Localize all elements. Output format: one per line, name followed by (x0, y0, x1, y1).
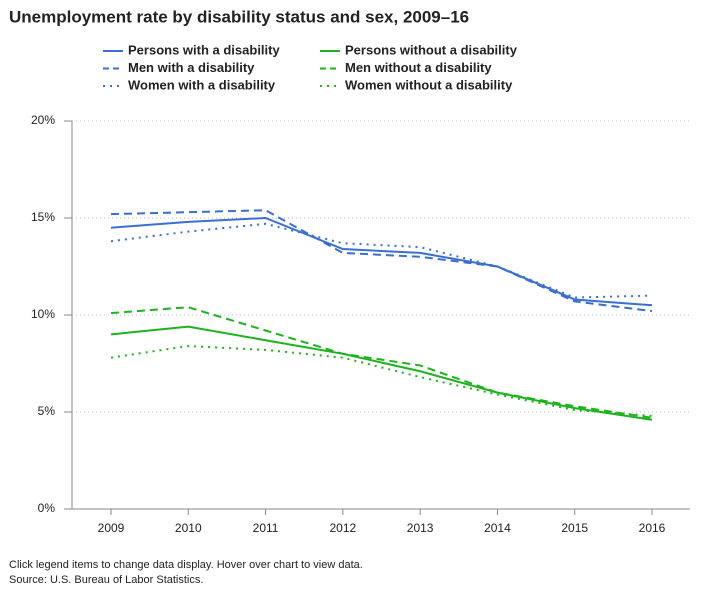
legend-item[interactable]: Women without a disability (320, 77, 513, 92)
x-tick-label: 2014 (484, 521, 511, 535)
y-tick-label: 5% (38, 404, 56, 418)
legend-label: Women with a disability (128, 77, 276, 92)
chart-title: Unemployment rate by disability status a… (9, 7, 469, 26)
x-tick-label: 2013 (407, 521, 434, 535)
y-tick-label: 15% (31, 210, 55, 224)
x-tick-label: 2012 (330, 521, 357, 535)
x-tick-label: 2011 (253, 521, 279, 535)
x-tick-label: 2010 (175, 521, 202, 535)
legend-item[interactable]: Persons with a disability (103, 42, 280, 57)
series-line (110, 216, 653, 307)
legend-item[interactable]: Persons without a disability (320, 42, 518, 57)
legend: Persons with a disability Men with a disa… (103, 42, 518, 92)
x-tick-label: 2016 (639, 521, 666, 535)
x-tick-label: 2015 (561, 521, 588, 535)
legend-label: Persons with a disability (128, 42, 280, 57)
legend-item[interactable]: Men with a disability (103, 60, 255, 75)
series-line (110, 209, 653, 313)
legend-item[interactable]: Women with a disability (103, 77, 276, 92)
series-line (110, 345, 653, 417)
legend-label: Women without a disability (345, 77, 513, 92)
legend-item[interactable]: Men without a disability (320, 60, 492, 75)
y-tick-label: 10% (31, 307, 55, 321)
legend-label: Men with a disability (128, 60, 255, 75)
legend-label: Persons without a disability (345, 42, 518, 57)
series-line (110, 222, 653, 299)
y-tick-label: 20% (31, 113, 55, 127)
y-tick-label: 0% (38, 501, 56, 515)
legend-label: Men without a disability (345, 60, 492, 75)
series-line (110, 325, 653, 421)
series-line (110, 306, 653, 419)
x-tick-label: 2009 (98, 521, 125, 535)
footnote: Source: U.S. Bureau of Labor Statistics. (9, 574, 203, 586)
footnote: Click legend items to change data displa… (9, 559, 363, 571)
